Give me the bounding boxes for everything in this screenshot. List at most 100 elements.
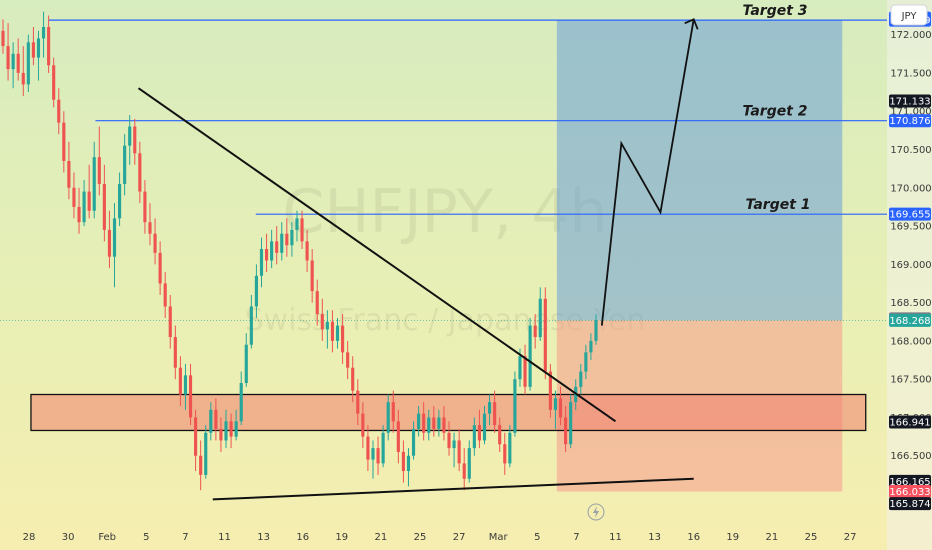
- candle: [467, 440, 471, 483]
- candle-body: [52, 65, 56, 100]
- price-badge-bg: [889, 497, 931, 511]
- candle-body: [36, 38, 41, 58]
- x-tick-label: 7: [573, 532, 579, 543]
- candle-body: [229, 421, 233, 437]
- candle-body: [259, 249, 264, 276]
- candle-body: [82, 191, 86, 223]
- candle-body: [199, 455, 203, 475]
- x-tick-label: 5: [143, 532, 149, 543]
- candle-body: [234, 421, 238, 437]
- projection-arrow-icon: [684, 18, 699, 30]
- currency-button[interactable]: JPY: [890, 4, 928, 26]
- candle: [21, 46, 25, 96]
- candle: [335, 317, 340, 349]
- price-badge-text: 165.874: [889, 499, 930, 510]
- candle: [391, 390, 395, 433]
- candle-body: [143, 191, 147, 223]
- candle-body: [528, 325, 532, 387]
- candle: [16, 38, 20, 81]
- candle: [584, 344, 588, 380]
- candle: [133, 118, 137, 165]
- candle: [219, 417, 223, 452]
- candle-body: [452, 440, 456, 449]
- price-badge-text: 166.033: [889, 487, 930, 498]
- candle: [214, 398, 218, 441]
- candle-body: [204, 432, 208, 475]
- candle-body: [31, 42, 35, 58]
- candle: [57, 88, 61, 135]
- price-badge-text: 166.941: [889, 417, 930, 428]
- candle: [249, 294, 253, 349]
- price-axis-panel: [887, 0, 932, 550]
- candle: [462, 448, 466, 491]
- candle: [427, 409, 431, 441]
- candle: [112, 203, 117, 288]
- candle-body: [487, 402, 492, 414]
- x-tick-label: 11: [609, 532, 622, 543]
- candle: [285, 218, 289, 257]
- candle-body: [376, 448, 380, 464]
- candle-body: [118, 183, 122, 219]
- candle: [143, 180, 147, 234]
- candle-body: [97, 157, 101, 184]
- x-tick-label: 27: [844, 532, 857, 543]
- candle-body: [386, 402, 390, 433]
- lightning-icon[interactable]: [587, 503, 605, 521]
- candle-body: [594, 320, 598, 341]
- currency-button-bg[interactable]: [890, 4, 928, 26]
- candle: [310, 249, 314, 303]
- candle: [148, 203, 152, 246]
- candle: [229, 413, 233, 449]
- candle: [579, 363, 583, 395]
- candle: [341, 314, 345, 364]
- candle-body: [11, 53, 15, 70]
- price-badge-text: 166.165: [889, 477, 930, 488]
- candle: [472, 417, 476, 456]
- candle-body: [305, 241, 309, 261]
- price-badge: 168.268: [889, 313, 931, 327]
- candle-body: [168, 306, 172, 338]
- candle: [26, 34, 30, 93]
- y-tick-label: 169.000: [890, 260, 931, 271]
- candle: [305, 229, 309, 272]
- candle: [330, 310, 335, 353]
- candle: [67, 141, 71, 200]
- x-tick-label: 13: [257, 532, 270, 543]
- candle-body: [503, 444, 507, 464]
- candle-body: [285, 233, 289, 246]
- candle-body: [396, 421, 400, 452]
- candle-body: [77, 206, 81, 223]
- candle: [538, 287, 542, 341]
- candle-body: [128, 126, 132, 146]
- candle-body: [67, 160, 71, 188]
- candle-body: [533, 325, 537, 338]
- candle-body: [437, 417, 441, 429]
- candle-body: [579, 371, 583, 387]
- candle-body: [264, 249, 269, 261]
- candle: [1, 19, 5, 54]
- candle-body: [356, 390, 360, 414]
- x-tick-label: 5: [534, 532, 540, 543]
- candle-body: [564, 417, 568, 445]
- price-badge-bg: [889, 313, 931, 327]
- candle: [376, 436, 380, 475]
- x-tick-label: 11: [218, 532, 231, 543]
- candle: [315, 279, 319, 326]
- candle: [447, 421, 451, 456]
- candle-body: [26, 42, 30, 85]
- candle-body: [112, 218, 117, 257]
- candle: [320, 298, 324, 341]
- candle: [47, 15, 51, 73]
- candle: [82, 180, 86, 227]
- price-badge-bg: [889, 415, 931, 429]
- x-tick-label: 16: [296, 532, 309, 543]
- candle: [254, 264, 258, 318]
- candle: [194, 409, 198, 472]
- ascending-trendline: [212, 477, 694, 501]
- candle: [386, 394, 390, 441]
- candle: [123, 134, 127, 196]
- candle: [411, 421, 416, 460]
- candle-body: [153, 233, 157, 253]
- candle-body: [275, 241, 279, 253]
